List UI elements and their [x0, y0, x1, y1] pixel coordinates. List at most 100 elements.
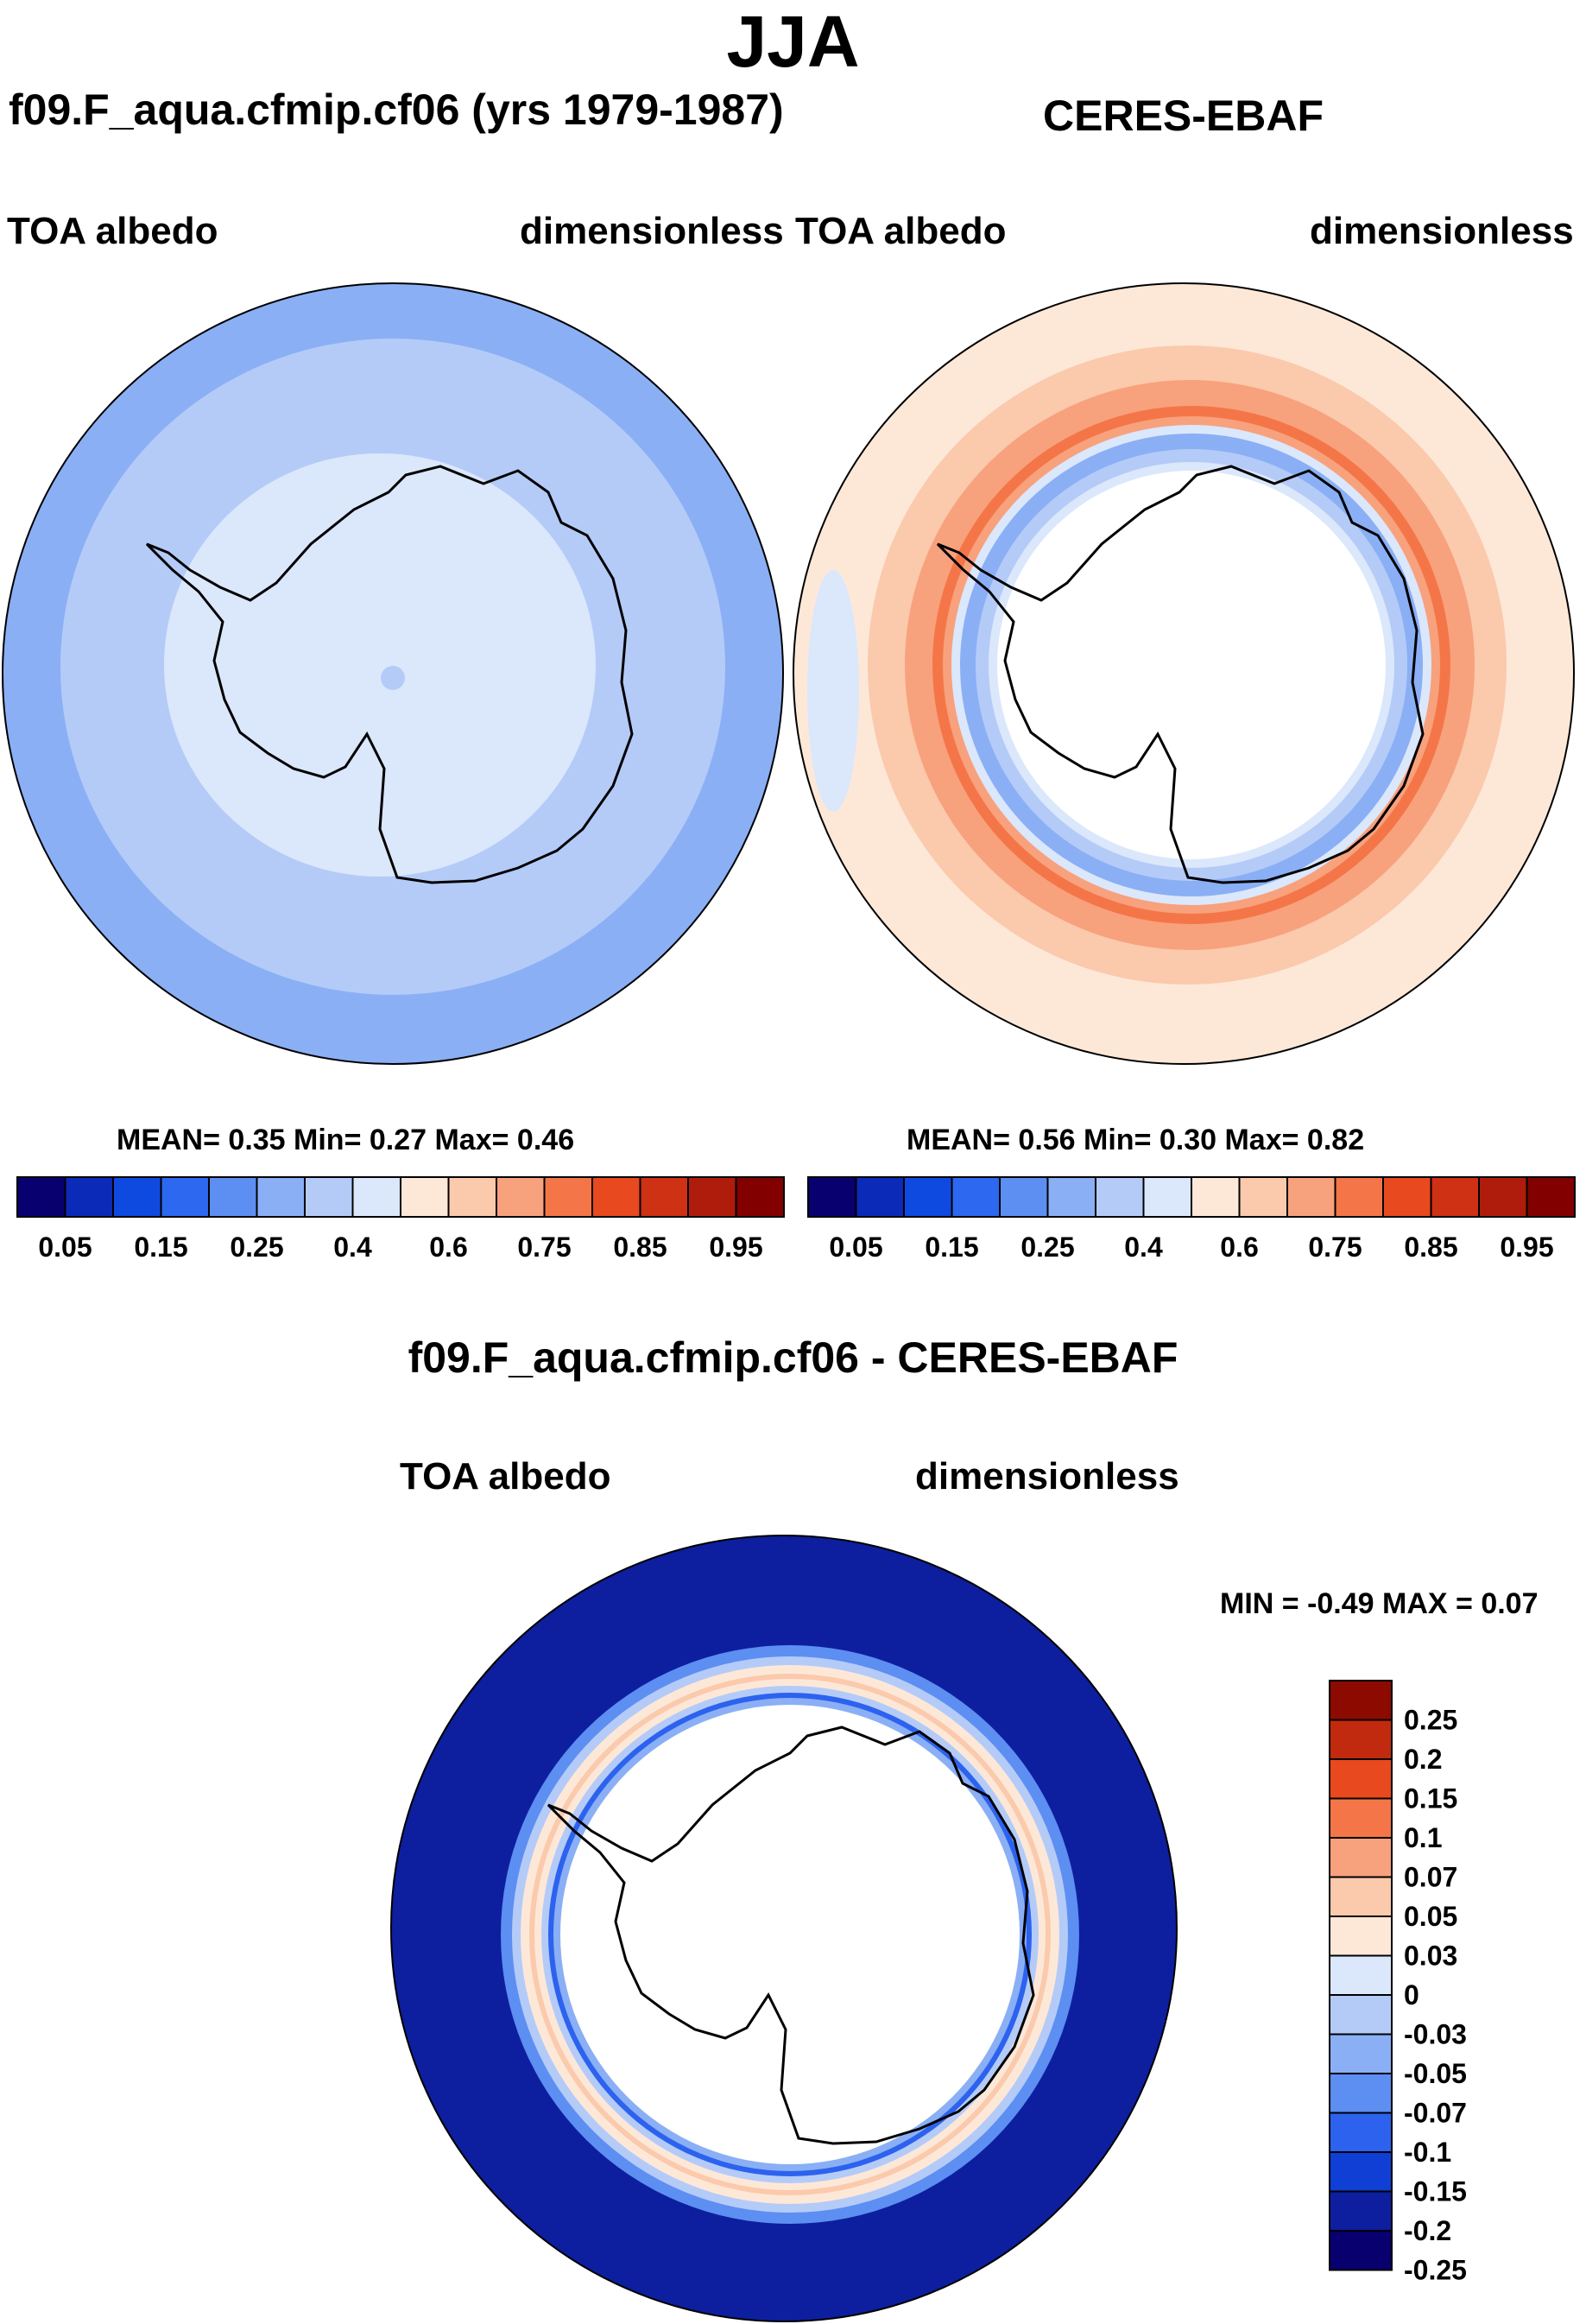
colorbar-obs-tick-label: 0.15	[925, 1232, 978, 1263]
colorbar-obs-tick-label: 0.75	[1308, 1232, 1362, 1263]
colorbar-diff-box	[1329, 2033, 1393, 2074]
colorbar-diff-tick-label: 0.05	[1404, 1901, 1457, 1932]
diff-missing-region	[560, 1705, 1020, 2164]
panel-obs-map	[793, 282, 1575, 1065]
colorbar-model-box	[543, 1176, 593, 1218]
colorbar-obs-tick-label: 0.95	[1500, 1232, 1553, 1263]
colorbar-model-box	[112, 1176, 162, 1218]
colorbar-model-box	[304, 1176, 354, 1218]
colorbar-obs-box	[1334, 1176, 1384, 1218]
panel-model-variable-label: TOA albedo	[7, 210, 218, 252]
colorbar-model-box	[591, 1176, 641, 1218]
diff-map-border	[390, 1535, 1178, 2322]
colorbar-diff: 0.25 0.2 0.15 0.1 0.07 0.05 0.03 0 -0.03 -0.05 -0.…	[1329, 1680, 1467, 2286]
colorbar-model-tick-label: 0.4	[333, 1232, 372, 1263]
colorbar-obs-tick-label: 0.6	[1220, 1232, 1258, 1263]
colorbar-diff-box	[1329, 1916, 1393, 1957]
model-pole-patch	[381, 666, 405, 690]
colorbar-diff-tick-label: 0.2	[1404, 1744, 1442, 1775]
colorbar-diff-tick-label: -0.03	[1404, 2019, 1467, 2050]
colorbar-diff-tick-label: -0.05	[1404, 2058, 1467, 2089]
colorbar-diff-box	[1329, 1680, 1393, 1721]
colorbar-obs-box	[1238, 1176, 1288, 1218]
colorbar-diff-tick-label: -0.2	[1404, 2215, 1451, 2246]
colorbar-obs-box	[1142, 1176, 1192, 1218]
colorbar-model-box	[64, 1176, 114, 1218]
colorbar-model-box	[256, 1176, 306, 1218]
colorbar-obs: 0.05 0.15 0.25 0.4 0.6 0.75 0.85 0.95	[807, 1176, 1576, 1263]
panel-obs-stats: MEAN= 0.56 Min= 0.30 Max= 0.82	[907, 1124, 1365, 1156]
colorbar-diff-tick-label: 0.1	[1404, 1822, 1442, 1853]
colorbar-diff-box	[1329, 2151, 1393, 2193]
colorbar-diff-box	[1329, 2190, 1393, 2232]
colorbar-obs-box	[903, 1176, 953, 1218]
colorbar-diff-tick-label: 0	[1404, 1979, 1419, 2011]
panel-diff-title: f09.F_aqua.cfmip.cf06 - CERES-EBAF	[408, 1333, 1178, 1382]
panel-diff-units-label: dimensionless	[915, 1455, 1179, 1498]
page-title: JJA	[726, 1, 860, 82]
colorbar-model-box	[208, 1176, 258, 1218]
colorbar-diff-tick-label: 0.03	[1404, 1941, 1457, 1972]
colorbar-obs-box	[1286, 1176, 1336, 1218]
colorbar-diff-tick-label: -0.07	[1404, 2098, 1467, 2129]
colorbar-model-tick-label: 0.25	[230, 1232, 283, 1263]
panel-obs-title: CERES-EBAF	[1043, 92, 1324, 140]
colorbar-diff-box	[1329, 1876, 1393, 1917]
obs-map-border	[793, 282, 1575, 1065]
colorbar-model-box	[351, 1176, 401, 1218]
colorbar-model-tick-label: 0.85	[613, 1232, 667, 1263]
colorbar-model-box	[639, 1176, 689, 1218]
colorbar-diff-tick-label: 0.25	[1404, 1705, 1457, 1736]
colorbar-diff-box	[1329, 1954, 1393, 1996]
colorbar-model-tick-label: 0.95	[709, 1232, 762, 1263]
colorbar-model-tick-label: 0.15	[134, 1232, 187, 1263]
colorbar-model-box	[400, 1176, 450, 1218]
colorbar-model-box	[687, 1176, 737, 1218]
colorbar-model: 0.05 0.15 0.25 0.4 0.6 0.75 0.85 0.95	[16, 1176, 785, 1263]
colorbar-diff-box	[1329, 1797, 1393, 1839]
colorbar-diff-box	[1329, 2112, 1393, 2153]
colorbar-diff-box	[1329, 2073, 1393, 2114]
colorbar-obs-box	[855, 1176, 905, 1218]
panel-model-stats: MEAN= 0.35 Min= 0.27 Max= 0.46	[117, 1124, 575, 1156]
colorbar-model-box	[496, 1176, 546, 1218]
colorbar-obs-box	[1478, 1176, 1528, 1218]
colorbar-obs-box	[807, 1176, 857, 1218]
colorbar-obs-tick-label: 0.4	[1124, 1232, 1163, 1263]
colorbar-obs-box	[1430, 1176, 1480, 1218]
colorbar-obs-box	[999, 1176, 1049, 1218]
colorbar-model-box	[160, 1176, 210, 1218]
colorbar-obs-box	[1526, 1176, 1576, 1218]
colorbar-obs-box	[1046, 1176, 1096, 1218]
colorbar-obs-box	[1191, 1176, 1241, 1218]
colorbar-diff-tick-label: -0.15	[1404, 2176, 1467, 2207]
panel-diff-variable-label: TOA albedo	[400, 1455, 611, 1498]
colorbar-model-box	[447, 1176, 497, 1218]
colorbar-obs-tick-label: 0.85	[1404, 1232, 1457, 1263]
model-inner-band	[164, 453, 596, 877]
colorbar-diff-tick-label: 0.07	[1404, 1862, 1457, 1893]
panel-obs-variable-label: TOA albedo	[795, 210, 1007, 252]
colorbar-model-tick-label: 0.75	[517, 1232, 571, 1263]
colorbar-obs-box	[1095, 1176, 1145, 1218]
colorbar-model-tick-label: 0.6	[429, 1232, 467, 1263]
colorbar-obs-tick-label: 0.05	[829, 1232, 882, 1263]
colorbar-diff-tick-label: 0.15	[1404, 1783, 1457, 1814]
colorbar-obs-box	[951, 1176, 1001, 1218]
obs-missing-region	[997, 471, 1386, 859]
colorbar-diff-box	[1329, 1719, 1393, 1760]
colorbar-model-box	[735, 1176, 785, 1218]
colorbar-diff-box	[1329, 2230, 1393, 2271]
colorbar-diff-tick-label: -0.25	[1404, 2255, 1467, 2286]
panel-diff-stats: MIN = -0.49 MAX = 0.07	[1220, 1587, 1539, 1620]
panel-diff-map	[390, 1535, 1178, 2322]
obs-edge-patch	[807, 570, 859, 812]
panel-model-map	[2, 282, 784, 1065]
colorbar-obs-tick-label: 0.25	[1020, 1232, 1074, 1263]
colorbar-diff-box	[1329, 1758, 1393, 1800]
colorbar-diff-tick-label: -0.1	[1404, 2137, 1451, 2168]
colorbar-model-tick-label: 0.05	[38, 1232, 92, 1263]
colorbar-diff-box	[1329, 1994, 1393, 2036]
colorbar-model-box	[16, 1176, 66, 1218]
